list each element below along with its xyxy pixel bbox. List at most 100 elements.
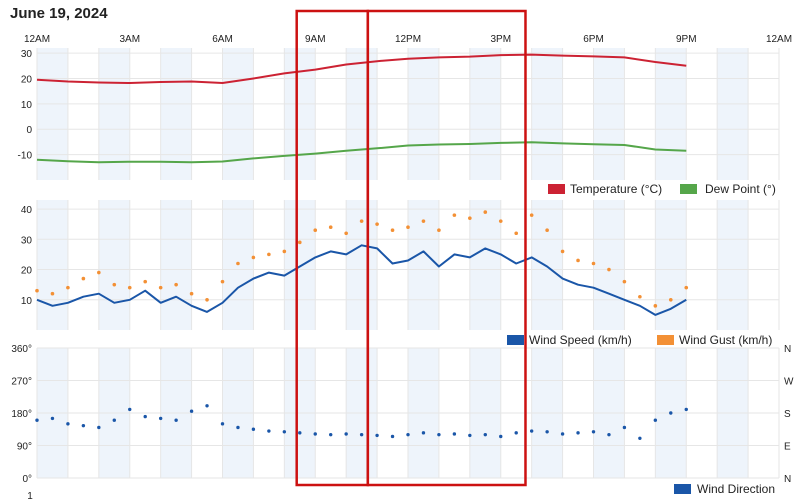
wind-gust-point xyxy=(35,288,39,293)
hour-band xyxy=(469,48,501,180)
wind-direction-point xyxy=(529,429,534,433)
legend-label: Wind Speed (km/h) xyxy=(529,333,632,347)
hour-band xyxy=(593,48,625,180)
wind-gust-point xyxy=(328,225,333,230)
wind-gust-point xyxy=(452,213,457,217)
data-marks xyxy=(35,53,689,440)
wind-direction-point xyxy=(359,432,364,437)
wind-direction-point xyxy=(406,432,410,437)
y-tick-label-right: N xyxy=(784,344,791,355)
wind-direction-point xyxy=(684,407,688,412)
wind-gust-point xyxy=(622,279,627,284)
x-tick-label: 12AM xyxy=(766,34,792,45)
x-tick-label: 3AM xyxy=(119,34,140,45)
y-tick-label: 90° xyxy=(17,442,32,453)
legend-label: Wind Direction xyxy=(697,482,775,496)
wind-direction-point xyxy=(50,416,55,421)
highlight-box-afternoon xyxy=(366,9,527,487)
legend-swatch xyxy=(657,335,674,345)
legend-swatch xyxy=(507,335,524,345)
wind-direction-point xyxy=(622,425,627,430)
hour-band xyxy=(593,200,625,330)
wind-gust-point xyxy=(205,297,209,302)
x-tick-label: 12AM xyxy=(24,34,50,45)
wind-direction-point xyxy=(158,416,163,421)
wind-gust-point xyxy=(297,240,302,245)
y-tick-label-right: S xyxy=(784,409,791,420)
wind-direction-point xyxy=(483,432,487,437)
wind-gust-point xyxy=(468,216,472,220)
wind-direction-point xyxy=(313,432,317,436)
wind-gust-point xyxy=(359,219,364,223)
hour-band xyxy=(655,48,687,180)
wind-direction-point xyxy=(66,422,70,426)
wind-gust-point xyxy=(638,294,642,299)
hour-band xyxy=(531,48,563,180)
wind-gust-point xyxy=(66,285,70,290)
wind-gust-point xyxy=(112,282,117,287)
legend-swatch xyxy=(674,484,691,494)
wind-direction-point xyxy=(236,425,240,430)
hour-band xyxy=(655,200,687,330)
wind-direction-point xyxy=(576,431,580,435)
wind-gust-point xyxy=(576,258,580,263)
wind-direction-point xyxy=(174,418,178,422)
wind-gust-point xyxy=(390,228,395,233)
hour-band xyxy=(98,48,130,180)
y-tick-label: -10 xyxy=(18,151,33,162)
wind-direction-point xyxy=(251,427,256,431)
wind-direction-point xyxy=(607,432,611,437)
wind-direction-point xyxy=(220,422,225,426)
wind-direction-point xyxy=(514,431,518,435)
wind-direction-point xyxy=(653,418,658,422)
wind-direction-point xyxy=(81,423,86,428)
wind-direction-point xyxy=(143,414,147,419)
wind-gust-point xyxy=(236,261,240,266)
y-tick-label: 40 xyxy=(21,205,33,216)
wind-speed-km-h-line xyxy=(36,244,687,316)
wind-gust-point xyxy=(267,252,271,257)
wind-gust-point xyxy=(421,219,426,223)
wind-direction-point xyxy=(267,429,271,433)
y-tick-label: 10 xyxy=(21,296,33,307)
wind-gust-point xyxy=(406,225,410,230)
hour-band xyxy=(160,48,192,180)
wind-direction-point xyxy=(128,407,132,412)
wind-gust-point xyxy=(498,219,503,223)
wind-gust-point xyxy=(143,279,148,284)
x-tick-label: 6PM xyxy=(583,34,604,45)
wind-direction-point xyxy=(329,432,333,437)
wind-direction-point xyxy=(375,433,379,438)
hour-band xyxy=(284,200,316,330)
wind-gust-point xyxy=(50,291,55,296)
wind-gust-point xyxy=(653,304,658,308)
y-tick-label-right: N xyxy=(784,474,791,485)
wind-direction-point xyxy=(97,425,101,430)
wind-direction-point xyxy=(421,431,426,435)
wind-gust-point xyxy=(97,270,101,275)
y-tick-label: 30 xyxy=(21,235,33,246)
temperature-c-line xyxy=(36,53,687,84)
wind-gust-point xyxy=(591,261,596,266)
y-tick-label: 270° xyxy=(11,377,32,388)
x-tick-label: 6AM xyxy=(212,34,233,45)
wind-direction-point xyxy=(591,430,596,434)
wind-gust-point xyxy=(607,267,611,272)
wind-gust-point xyxy=(684,285,689,290)
y-tick-label: 180° xyxy=(11,409,32,420)
hour-band xyxy=(717,200,749,330)
x-tick-label: 9AM xyxy=(305,34,326,45)
x-tick-label: 12PM xyxy=(395,34,421,45)
y-tick-label: 0 xyxy=(26,125,32,136)
legend-label: Wind Gust (km/h) xyxy=(679,333,772,347)
wind-gust-point xyxy=(483,210,488,214)
wind-gust-point xyxy=(313,228,318,233)
page-title: June 19, 2024 xyxy=(10,5,108,22)
dew-point-line xyxy=(36,141,687,164)
wind-direction-point xyxy=(298,431,302,435)
wind-gust-point xyxy=(560,249,565,254)
y-tick-label-right: W xyxy=(784,377,794,388)
wind-gust-point xyxy=(668,297,673,302)
wind-gust-point xyxy=(344,231,348,236)
